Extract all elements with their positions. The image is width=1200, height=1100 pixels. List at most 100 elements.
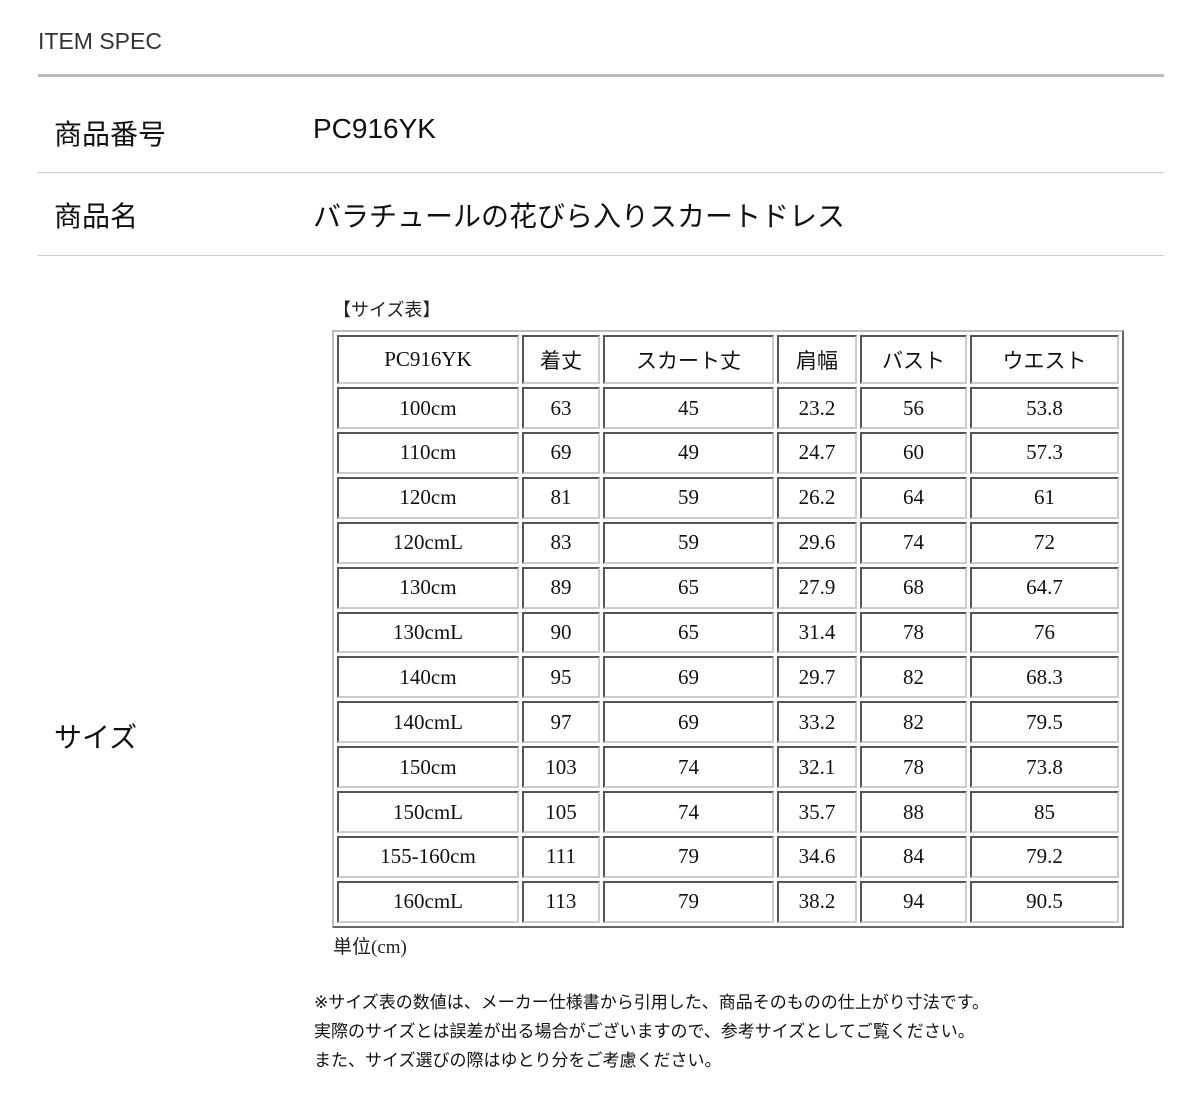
table-row: 120cm 81 59 26.2 64 61: [337, 476, 1119, 519]
size-table-caption: 【サイズ表】: [333, 300, 441, 321]
item-name-label: 商品名: [54, 200, 139, 233]
table-cell: 26.2: [777, 476, 857, 519]
table-cell: 69: [603, 656, 774, 699]
table-cell: 35.7: [777, 791, 857, 834]
table-header-row: PC916YK 着丈 スカート丈 肩幅 バスト ウエスト: [337, 335, 1119, 385]
table-cell: 105: [522, 791, 600, 834]
table-cell: スカート丈: [603, 335, 774, 385]
table-cell: 85: [970, 791, 1119, 834]
table-row: 120cmL 83 59 29.6 74 72: [337, 521, 1119, 564]
table-cell: 68: [860, 566, 967, 609]
table-cell: 33.2: [777, 701, 857, 744]
table-cell: 111: [522, 836, 600, 878]
unit-label: 単位(cm): [333, 937, 407, 958]
table-cell: 63: [522, 387, 600, 430]
table-cell: 95: [522, 656, 600, 699]
table-row: 150cmL 105 74 35.7 88 85: [337, 791, 1119, 834]
table-cell: 160cmL: [337, 880, 519, 923]
table-cell: 88: [860, 791, 967, 834]
table-cell: 27.9: [777, 566, 857, 609]
table-cell: 31.4: [777, 611, 857, 654]
table-cell: 49: [603, 432, 774, 474]
table-cell: 84: [860, 836, 967, 878]
table-cell: 32.1: [777, 746, 857, 789]
size-table: PC916YK 着丈 スカート丈 肩幅 バスト ウエスト 100cm 63 45 23.2 56 53…: [332, 330, 1124, 928]
table-cell: 76: [970, 611, 1119, 654]
table-cell: 着丈: [522, 335, 600, 385]
table-cell: 56: [860, 387, 967, 430]
item-number-value: PC916YK: [313, 113, 436, 144]
table-cell: 72: [970, 521, 1119, 564]
table-row: 155-160cm 111 79 34.6 84 79.2: [337, 836, 1119, 878]
table-cell: 82: [860, 701, 967, 744]
table-cell: 59: [603, 521, 774, 564]
table-cell: 82: [860, 656, 967, 699]
table-cell: 113: [522, 880, 600, 923]
table-cell: 38.2: [777, 880, 857, 923]
table-cell: 120cmL: [337, 521, 519, 564]
table-row: 110cm 69 49 24.7 60 57.3: [337, 432, 1119, 474]
table-cell: 74: [603, 746, 774, 789]
divider: [38, 74, 1164, 77]
table-cell: 150cm: [337, 746, 519, 789]
divider: [38, 255, 1164, 256]
table-cell: 78: [860, 611, 967, 654]
table-cell: 79.5: [970, 701, 1119, 744]
table-cell: 79: [603, 880, 774, 923]
table-cell: バスト: [860, 335, 967, 385]
table-row: 150cm 103 74 32.1 78 73.8: [337, 746, 1119, 789]
table-cell: 79: [603, 836, 774, 878]
table-cell: 34.6: [777, 836, 857, 878]
table-cell: 130cm: [337, 566, 519, 609]
table-cell: 89: [522, 566, 600, 609]
table-cell: 29.6: [777, 521, 857, 564]
table-cell: 78: [860, 746, 967, 789]
table-cell: 74: [603, 791, 774, 834]
table-cell: 97: [522, 701, 600, 744]
table-cell: 60: [860, 432, 967, 474]
table-cell: 130cmL: [337, 611, 519, 654]
table-row: 100cm 63 45 23.2 56 53.8: [337, 387, 1119, 430]
table-cell: 74: [860, 521, 967, 564]
table-cell: 79.2: [970, 836, 1119, 878]
table-cell: 90.5: [970, 880, 1119, 923]
table-row: 160cmL 113 79 38.2 94 90.5: [337, 880, 1119, 923]
divider: [38, 172, 1164, 173]
table-cell: 94: [860, 880, 967, 923]
table-cell: 83: [522, 521, 600, 564]
table-cell: 24.7: [777, 432, 857, 474]
table-cell: 29.7: [777, 656, 857, 699]
table-cell: 45: [603, 387, 774, 430]
table-cell: 103: [522, 746, 600, 789]
table-cell: 90: [522, 611, 600, 654]
item-name-value: バラチュールの花びら入りスカートドレス: [313, 200, 846, 233]
item-number-label: 商品番号: [54, 118, 167, 151]
table-cell: 68.3: [970, 656, 1119, 699]
table-cell: 53.8: [970, 387, 1119, 430]
section-title: ITEM SPEC: [38, 28, 162, 54]
table-cell: 65: [603, 611, 774, 654]
table-cell: 64.7: [970, 566, 1119, 609]
table-cell: 81: [522, 476, 600, 519]
table-cell: 140cmL: [337, 701, 519, 744]
table-cell: 140cm: [337, 656, 519, 699]
table-row: 140cm 95 69 29.7 82 68.3: [337, 656, 1119, 699]
table-cell: PC916YK: [337, 335, 519, 385]
note-line: また、サイズ選びの際はゆとり分をご考慮ください。: [314, 1051, 722, 1071]
table-cell: 73.8: [970, 746, 1119, 789]
table-cell: 23.2: [777, 387, 857, 430]
table-cell: 57.3: [970, 432, 1119, 474]
table-row: 140cmL 97 69 33.2 82 79.5: [337, 701, 1119, 744]
table-cell: 69: [603, 701, 774, 744]
table-cell: 61: [970, 476, 1119, 519]
table-cell: 155-160cm: [337, 836, 519, 878]
table-cell: 100cm: [337, 387, 519, 430]
table-cell: 120cm: [337, 476, 519, 519]
size-label: サイズ: [54, 721, 138, 754]
table-row: 130cm 89 65 27.9 68 64.7: [337, 566, 1119, 609]
note-line: 実際のサイズとは誤差が出る場合がございますので、参考サイズとしてご覧ください。: [314, 1022, 975, 1042]
table-cell: 110cm: [337, 432, 519, 474]
table-cell: 64: [860, 476, 967, 519]
table-cell: ウエスト: [970, 335, 1119, 385]
table-cell: 肩幅: [777, 335, 857, 385]
